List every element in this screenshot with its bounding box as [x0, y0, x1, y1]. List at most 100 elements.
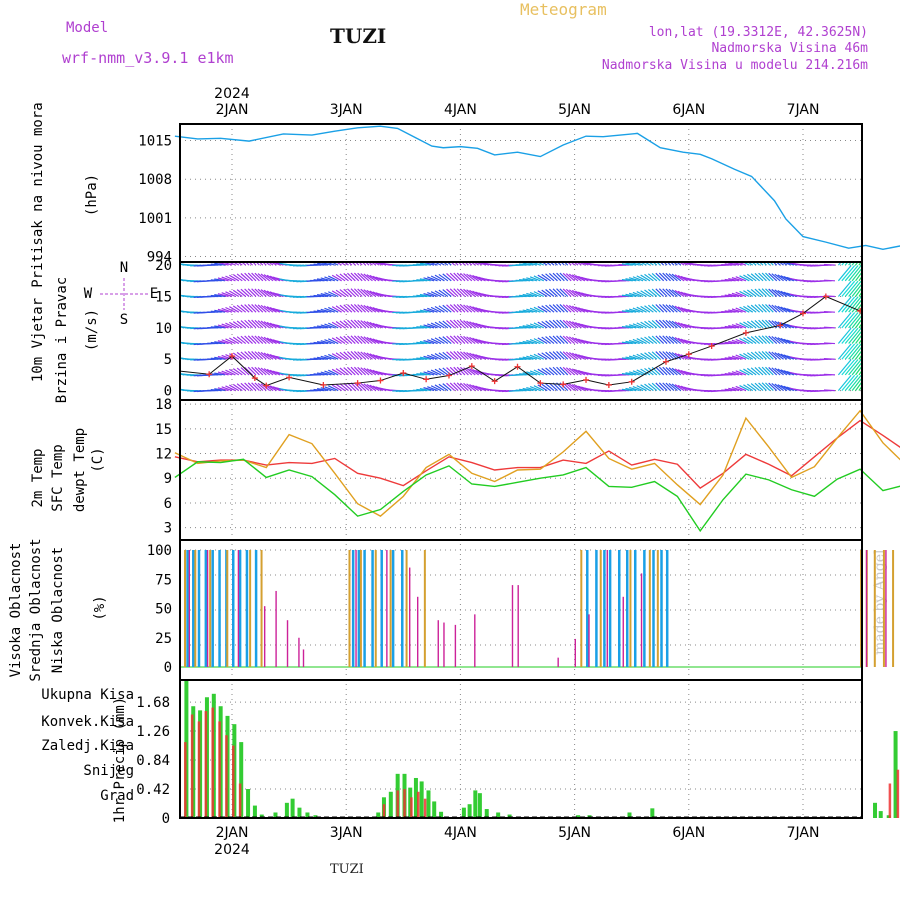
- wind-barb: [568, 352, 579, 360]
- wind-barb: [640, 290, 651, 298]
- wind-barb: [232, 336, 243, 345]
- wind-barb: [731, 386, 743, 392]
- wind-barb: [328, 291, 339, 298]
- cloud-high-bar: [617, 550, 621, 667]
- wind-barb: [548, 382, 558, 392]
- wind-barb: [549, 262, 555, 266]
- wind-barb: [848, 311, 862, 329]
- wind-barb: [264, 262, 271, 266]
- wind-barb: [851, 298, 862, 313]
- pressure-unit-label: (hPa): [84, 174, 100, 216]
- wind-barb: [260, 320, 271, 329]
- wind-barb: [858, 385, 862, 391]
- wind-barb: [353, 335, 363, 344]
- temperature-unit-label: (C): [90, 447, 106, 472]
- wind-barb: [731, 371, 743, 376]
- wind-barb: [339, 304, 349, 313]
- wind-barb: [762, 262, 767, 266]
- wind-barb: [866, 342, 876, 359]
- wind-barb: [743, 321, 754, 329]
- precip-conv-bar: [204, 711, 208, 818]
- wind-barb: [313, 263, 325, 266]
- wind-barb: [545, 383, 555, 392]
- cloud-high-bar: [401, 550, 404, 667]
- wind-barb: [545, 304, 555, 313]
- wind-barb: [651, 319, 661, 329]
- wind-barb: [837, 343, 852, 360]
- wind-barb: [568, 336, 579, 345]
- wind-barb: [214, 325, 226, 329]
- wind-barb: [257, 288, 267, 297]
- compass-w-label: W: [84, 286, 93, 302]
- wind-barb: [357, 382, 367, 392]
- wind-barb: [876, 372, 883, 391]
- wind-barb: [735, 370, 747, 376]
- wind-barb: [556, 366, 565, 376]
- cloud-mid-bar: [389, 550, 392, 667]
- wind-barb: [328, 385, 339, 392]
- wind-barb: [743, 384, 754, 392]
- wind-barb: [545, 351, 555, 360]
- precip-conv-bar: [382, 804, 386, 818]
- wind-barb: [313, 310, 325, 313]
- pressure-ytick-label: 1008: [138, 172, 172, 188]
- wind-barb: [556, 262, 562, 266]
- wind-barb: [765, 262, 771, 266]
- wind-frame: [179, 261, 863, 401]
- wind-barb: [669, 262, 675, 266]
- wind-barb: [423, 277, 435, 282]
- cloud-low-bar: [885, 550, 887, 667]
- precip-total-bar: [246, 789, 251, 818]
- wind-barb: [229, 274, 240, 282]
- wind-barb: [746, 367, 757, 376]
- wind-barb: [765, 272, 774, 282]
- wind-barb: [750, 262, 757, 266]
- wind-barb: [346, 335, 356, 344]
- wind-barb: [529, 276, 541, 282]
- coordinates: lon,lat (19.3312E, 42.3625N): [648, 25, 868, 40]
- precip-total-bar: [467, 804, 472, 818]
- wind-barb: [442, 336, 452, 345]
- wind-barb: [866, 326, 876, 343]
- wind-barb: [568, 320, 579, 329]
- wind-barb: [677, 384, 688, 392]
- wind-barb: [548, 351, 558, 360]
- wind-barb: [559, 351, 569, 360]
- cloud-high-bar: [380, 550, 383, 667]
- wind-barb: [758, 351, 767, 360]
- wind-barb: [244, 351, 253, 360]
- wind-barb: [739, 322, 750, 329]
- wind-barb: [350, 366, 360, 376]
- wind-barb: [621, 294, 633, 298]
- wind-barb: [628, 339, 640, 345]
- wind-barb: [893, 245, 896, 265]
- wind-barb: [221, 292, 233, 298]
- wind-barb: [552, 335, 562, 344]
- dewpt-line: [174, 458, 900, 533]
- wind-barb: [541, 352, 551, 360]
- wind-barb: [430, 291, 442, 298]
- precip-total-bar: [305, 812, 310, 818]
- wind-barb: [251, 335, 260, 344]
- wind-barb: [466, 367, 476, 376]
- wind-barb: [869, 326, 878, 344]
- wind-barb: [266, 337, 277, 345]
- wind-barb: [467, 262, 473, 266]
- wind-barb: [662, 351, 671, 360]
- wind-barb: [453, 382, 462, 392]
- wind-barb: [548, 288, 558, 297]
- wind-barb: [780, 322, 791, 329]
- wind-barb: [777, 368, 788, 376]
- wind-barb: [841, 374, 856, 391]
- wind-barb: [632, 338, 644, 345]
- wind-barb: [416, 263, 428, 266]
- wind-barb: [353, 304, 363, 313]
- wind-barb: [556, 288, 565, 297]
- wind-barb: [519, 263, 531, 266]
- wind-barb: [651, 382, 661, 392]
- wind-barb: [765, 319, 774, 329]
- wind-barb: [366, 336, 377, 345]
- wind-barb: [353, 351, 363, 360]
- wind-barb: [662, 288, 671, 297]
- wind-barb: [823, 358, 836, 360]
